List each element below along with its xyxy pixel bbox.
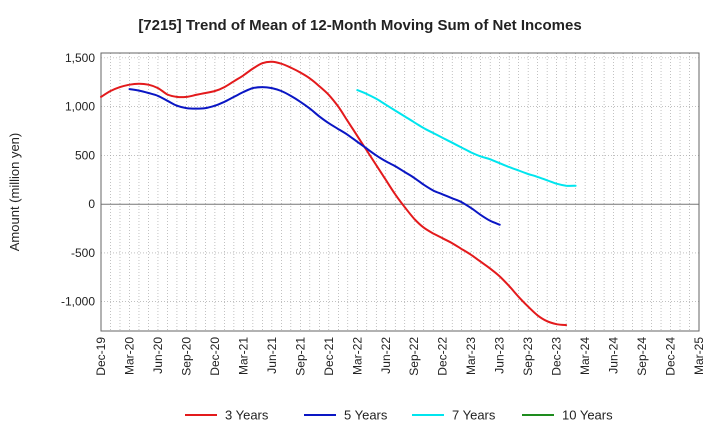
- x-tick-label: Mar-21: [236, 337, 250, 375]
- x-tick-label: Sep-24: [635, 337, 649, 376]
- x-tick-label: Sep-22: [407, 337, 421, 376]
- legend-label-5-years: 5 Years: [344, 408, 388, 423]
- x-tick-label: Jun-22: [379, 337, 393, 374]
- x-tick-label: Jun-20: [151, 337, 165, 374]
- y-tick-label: -1,000: [61, 295, 95, 309]
- legend-label-10-years: 10 Years: [562, 408, 613, 423]
- x-tick-label: Dec-19: [94, 337, 108, 376]
- chart-title: [7215] Trend of Mean of 12-Month Moving …: [138, 17, 581, 34]
- x-tick-label: Mar-24: [578, 337, 592, 375]
- x-tick-label: Dec-22: [436, 337, 450, 376]
- x-tick-label: Jun-24: [607, 337, 621, 374]
- legend: 3 Years 5 Years 7 Years 10 Years: [185, 408, 613, 423]
- x-tick-label: Jun-21: [265, 337, 279, 374]
- series-line-3-years: [100, 60, 568, 327]
- x-tick-label: Mar-22: [350, 337, 364, 375]
- x-tick-label: Mar-25: [692, 337, 706, 375]
- x-tick-label: Dec-21: [322, 337, 336, 376]
- y-tick-label: 1,500: [65, 51, 95, 65]
- plot-border: [100, 52, 700, 332]
- x-tick-label: Dec-23: [550, 337, 564, 376]
- x-tick-label: Sep-23: [521, 337, 535, 376]
- x-tick-label: Dec-24: [664, 337, 678, 376]
- x-tick-label: Dec-20: [208, 337, 222, 376]
- x-tick-label: Sep-20: [179, 337, 193, 376]
- y-tick-label: 0: [88, 197, 95, 211]
- legend-label-3-years: 3 Years: [225, 408, 269, 423]
- legend-label-7-years: 7 Years: [452, 408, 496, 423]
- y-tick-label: 500: [75, 148, 95, 162]
- x-tick-label: Sep-21: [293, 337, 307, 376]
- series-line-5-years: [128, 86, 501, 226]
- y-axis-title: Amount (million yen): [7, 133, 22, 252]
- plot-area: 1,500 1,000 500 0 -500 -1,000 Dec-19 Mar-20 Jun-…: [61, 51, 706, 376]
- y-tick-label: -500: [71, 246, 95, 260]
- x-tick-label: Mar-20: [122, 337, 136, 375]
- series-line-7-years: [356, 89, 577, 187]
- y-tick-label: 1,000: [65, 100, 95, 114]
- x-tick-label: Mar-23: [464, 337, 478, 375]
- x-tick-label: Jun-23: [493, 337, 507, 374]
